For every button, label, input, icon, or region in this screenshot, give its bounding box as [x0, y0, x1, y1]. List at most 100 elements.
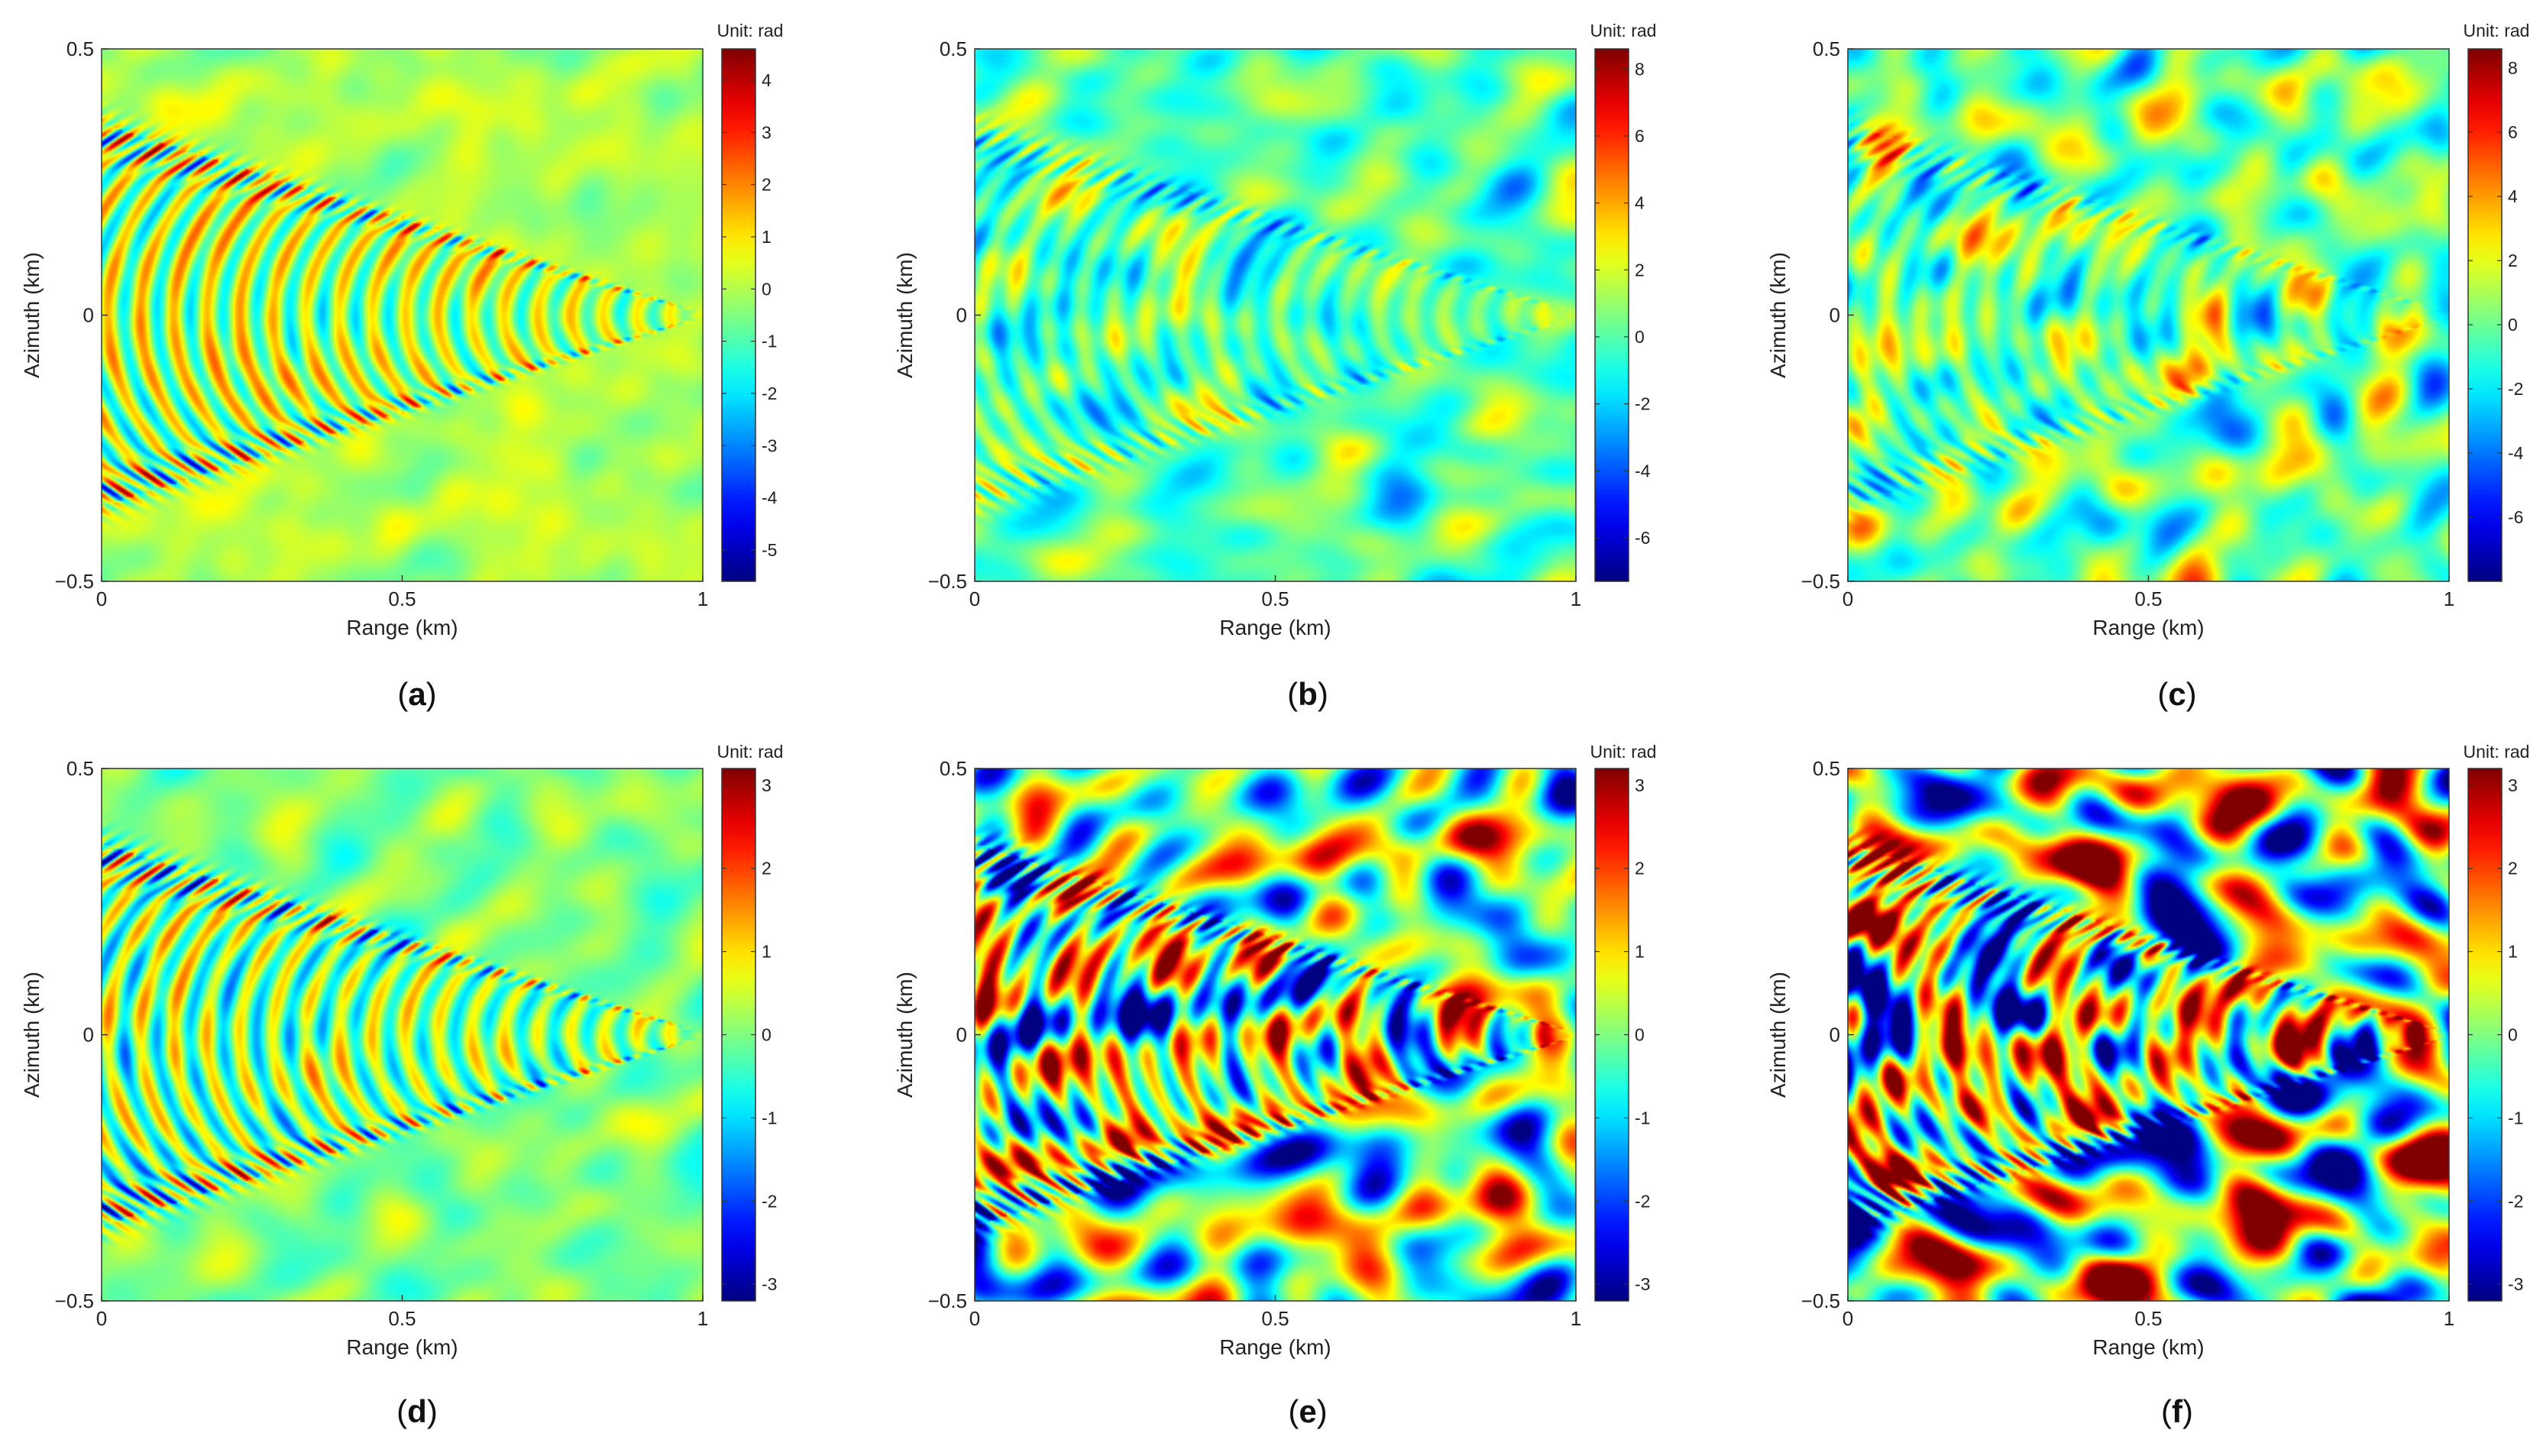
colorbar-tick-label: -4: [2508, 443, 2524, 463]
colorbar-tick-label: -2: [762, 383, 777, 403]
x-tick-label: 1: [2444, 1307, 2454, 1330]
y-tick-label: 0: [956, 1024, 967, 1047]
colorbar: [721, 48, 756, 582]
y-tick-label: 0.5: [1813, 757, 1840, 780]
x-tick-label: 1: [1571, 587, 1581, 610]
heatmap-image: [102, 768, 703, 1301]
panel-caption: (a): [397, 676, 436, 712]
colorbar-tick-label: 2: [762, 859, 772, 878]
panel-caption: (e): [1288, 1393, 1327, 1429]
colorbar-tick-label: 1: [1635, 942, 1645, 962]
colorbar-tick-label: 4: [1635, 193, 1645, 213]
colorbar-tick-label: 3: [1635, 775, 1645, 795]
colorbar-tick-label: 3: [762, 122, 772, 142]
y-tick-label: 0.5: [1813, 37, 1840, 60]
y-tick-label: 0: [83, 1024, 94, 1047]
colorbar-tick-label: -2: [2508, 1191, 2523, 1211]
colorbar-tick-label: -3: [2508, 1274, 2523, 1294]
x-tick-label: 1: [1571, 1307, 1581, 1330]
y-axis-label: Azimuth (km): [20, 972, 44, 1098]
y-axis-label: Azimuth (km): [1766, 252, 1790, 378]
colorbar-tick-label: -3: [762, 435, 777, 455]
colorbar-tick-label: -2: [2508, 379, 2523, 399]
colorbar-tick-label: 2: [2508, 251, 2518, 270]
y-tick-label: 0.5: [940, 757, 967, 780]
colorbar-tick-label: 8: [1635, 59, 1645, 79]
colorbar-tick-label: 4: [2508, 186, 2518, 206]
colorbar-title: Unit: rad: [717, 21, 784, 40]
colorbar-tick-label: -1: [1635, 1108, 1650, 1128]
colorbar: [2467, 768, 2503, 1302]
x-tick-label: 1: [2444, 587, 2454, 610]
panel-caption: (d): [396, 1393, 438, 1429]
colorbar-tick-label: -1: [2508, 1108, 2523, 1128]
x-axis-label: Range (km): [1219, 616, 1331, 639]
colorbar-tick-label: -6: [2508, 507, 2523, 527]
panel-caption: (c): [2157, 676, 2196, 712]
colorbar-title: Unit: rad: [717, 742, 784, 762]
colorbar-tick-label: 0: [2508, 1025, 2518, 1045]
colorbar-tick-label: 0: [762, 1025, 772, 1045]
x-tick-label: 0.5: [388, 1307, 416, 1330]
colorbar-tick-label: -4: [1635, 461, 1651, 480]
colorbar-tick-label: -6: [1635, 528, 1650, 548]
x-tick-label: 0: [969, 1307, 980, 1330]
x-axis-label: Range (km): [346, 616, 458, 639]
colorbar-tick-label: 0: [762, 279, 772, 299]
colorbar-tick-label: 2: [1635, 859, 1645, 878]
colorbar-tick-label: 2: [2508, 859, 2518, 878]
y-axis-label: Azimuth (km): [1766, 972, 1790, 1098]
colorbar-tick-label: -3: [762, 1274, 777, 1294]
colorbar-tick-label: -2: [1635, 394, 1650, 414]
heatmap-image: [1848, 49, 2449, 581]
x-axis-label: Range (km): [1219, 1335, 1331, 1359]
colorbar: [1594, 768, 1629, 1302]
heatmap-image: [975, 768, 1576, 1301]
colorbar: [1594, 48, 1629, 582]
x-tick-label: 0.5: [2134, 587, 2162, 610]
colorbar-tick-label: 3: [2508, 775, 2518, 795]
x-tick-label: 0.5: [2134, 1307, 2162, 1330]
y-tick-label: 0: [1830, 304, 1840, 327]
colorbar-tick-label: 3: [762, 775, 772, 795]
y-tick-label: 0: [1830, 1024, 1840, 1047]
x-tick-label: 0.5: [388, 587, 416, 610]
y-tick-label: −0.5: [1801, 570, 1840, 593]
y-axis-label: Azimuth (km): [20, 252, 44, 378]
colorbar-tick-label: -2: [1635, 1191, 1650, 1211]
colorbar-tick-label: 0: [1635, 1025, 1645, 1045]
x-tick-label: 0: [96, 587, 107, 610]
colorbar-tick-label: 6: [2508, 122, 2518, 142]
colorbar-tick-label: 2: [1635, 260, 1645, 280]
colorbar-title: Unit: rad: [1590, 742, 1657, 762]
panel-caption: (b): [1287, 676, 1328, 712]
y-tick-label: −0.5: [1801, 1289, 1840, 1312]
colorbar-tick-label: -1: [762, 1108, 777, 1128]
colorbar-tick-label: 1: [762, 942, 772, 962]
x-axis-label: Range (km): [2092, 616, 2204, 639]
x-axis-label: Range (km): [346, 1335, 458, 1359]
colorbar-tick-label: -3: [1635, 1274, 1650, 1294]
colorbar-tick-label: 8: [2508, 58, 2518, 78]
x-tick-label: 0: [969, 587, 980, 610]
y-tick-label: 0.5: [66, 757, 94, 780]
y-tick-label: 0.5: [66, 37, 94, 60]
colorbar-tick-label: 1: [2508, 942, 2518, 962]
colorbar-tick-label: -1: [762, 332, 777, 351]
heatmap-image: [102, 49, 703, 581]
x-tick-label: 0: [96, 1307, 107, 1330]
colorbar-title: Unit: rad: [2464, 21, 2530, 40]
colorbar-tick-label: 6: [1635, 126, 1645, 146]
colorbar-tick-label: 1: [762, 227, 772, 247]
colorbar-tick-label: -2: [762, 1191, 777, 1211]
heatmap-image: [975, 49, 1576, 581]
colorbar-tick-label: 4: [762, 70, 772, 90]
y-tick-label: −0.5: [928, 570, 967, 593]
colorbar-tick-label: 0: [1635, 327, 1645, 347]
